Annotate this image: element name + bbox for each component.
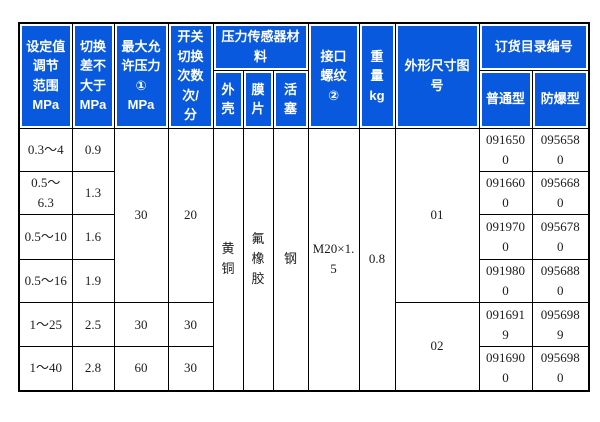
diff-cell: 1.3 [71, 170, 115, 216]
ordinary-catalog-cell: 091980 0 [478, 259, 533, 304]
ordinary-catalog-cell: 091650 0 [478, 127, 533, 172]
piston-material-cell: 钢 [272, 127, 309, 392]
header-switch-freq: 开关 切换 次数 次/ 分 [167, 22, 214, 129]
range-cell: 0.3～4 [18, 127, 73, 172]
ordinary-catalog-cell: 091690 0 [478, 346, 533, 392]
diff-cell: 2.5 [71, 302, 115, 348]
range-cell: 0.5～10 [18, 214, 73, 261]
diff-cell: 1.9 [71, 259, 115, 304]
diff-cell: 2.8 [71, 346, 115, 392]
header-ordinary-type: 普通型 [478, 69, 533, 129]
diff-cell: 0.9 [71, 127, 115, 172]
ordinary-catalog-cell: 091691 9 [478, 302, 533, 348]
ordinary-catalog-cell: 091660 0 [478, 170, 533, 216]
max-pressure-cell: 60 [113, 346, 169, 392]
header-catalog-no: 订货目录编号 [478, 22, 590, 71]
switch-freq-cell: 30 [167, 302, 214, 348]
header-explosion-proof-type: 防爆型 [531, 69, 590, 129]
header-drawing-no: 外形尺寸图 号 [394, 22, 480, 129]
switch-freq-merged-cell: 20 [167, 127, 214, 304]
header-shell: 外 壳 [212, 69, 244, 129]
range-cell: 0.5～ 6.3 [18, 170, 73, 216]
explosion-catalog-cell: 095698 9 [531, 302, 590, 348]
header-piston: 活 塞 [272, 69, 309, 129]
header-weight: 重 量 kg [358, 22, 396, 129]
explosion-catalog-cell: 095668 0 [531, 170, 590, 216]
drawing-no-02-cell: 02 [394, 302, 480, 392]
ordinary-catalog-cell: 091970 0 [478, 214, 533, 261]
diaphragm-material-cell: 氟 橡 胶 [242, 127, 274, 392]
max-pressure-cell: 30 [113, 302, 169, 348]
switch-freq-cell: 30 [167, 346, 214, 392]
header-set-range: 设定值 调节 范围 MPa [18, 22, 73, 129]
range-cell: 1～40 [18, 346, 73, 392]
header-switch-diff: 切换 差不 大于 MPa [71, 22, 115, 129]
explosion-catalog-cell: 095658 0 [531, 127, 590, 172]
explosion-catalog-cell: 095698 0 [531, 346, 590, 392]
range-cell: 0.5～16 [18, 259, 73, 304]
weight-cell: 0.8 [358, 127, 396, 392]
header-thread: 接口 螺纹 ② [307, 22, 360, 129]
diff-cell: 1.6 [71, 214, 115, 261]
max-pressure-merged-cell: 30 [113, 127, 169, 304]
range-cell: 1～25 [18, 302, 73, 348]
header-diaphragm: 膜 片 [242, 69, 274, 129]
explosion-catalog-cell: 095678 0 [531, 214, 590, 261]
pressure-switch-spec-table: 设定值 调节 范围 MPa 切换 差不 大于 MPa 最大允 许压力 ① MPa… [18, 22, 591, 392]
shell-material-cell: 黄 铜 [212, 127, 244, 392]
explosion-catalog-cell: 095688 0 [531, 259, 590, 304]
drawing-no-01-cell: 01 [394, 127, 480, 304]
thread-cell: M20×1. 5 [307, 127, 360, 392]
header-sensor-material: 压力传感器材 料 [212, 22, 309, 71]
header-max-pressure: 最大允 许压力 ① MPa [113, 22, 169, 129]
